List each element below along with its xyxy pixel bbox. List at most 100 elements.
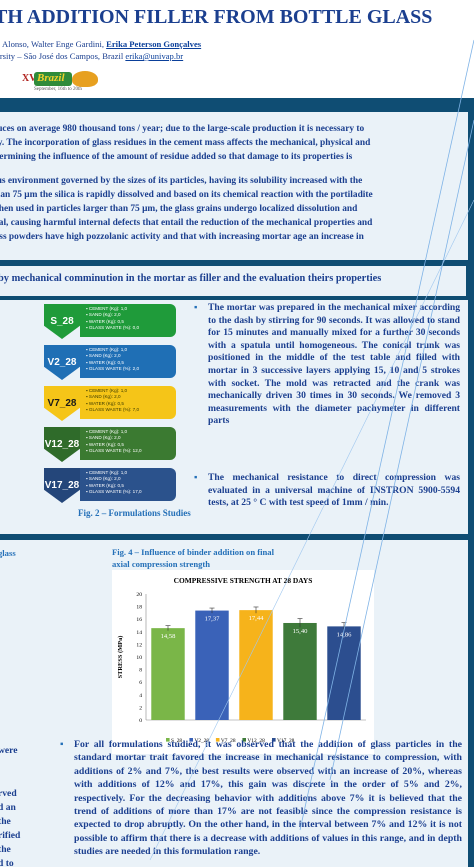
text-fragment: were: [0, 745, 18, 756]
composition-line: CEMENT (Kg): 1,0: [86, 388, 176, 394]
chart-title: COMPRESSIVE STRENGTH AT 28 DAYS: [174, 576, 313, 585]
fig3-caption-fragment: glass: [0, 548, 16, 558]
composition-line: WATER (Kg): 0,5: [86, 401, 176, 407]
author-line: o Alonso, Walter Enge Gardini, Erika Pet…: [0, 38, 201, 50]
introduction-panel: duces on average 980 thousand tons / yea…: [0, 112, 468, 260]
text-fragment: rved: [0, 788, 17, 799]
composition-line: GLASS WASTE (%): 0,0: [86, 325, 176, 331]
results-bullet: ▪ For all formulations studied, it was o…: [60, 738, 462, 859]
results-text: For all formulations studied, it was obs…: [74, 739, 462, 858]
intro-line: when used in particles larger than 75 μm…: [0, 204, 358, 214]
text-fragment: rified: [0, 830, 21, 841]
composition-line: SAND (Kg): 2,0: [86, 353, 176, 359]
formulation-label: S_28: [50, 316, 74, 327]
formulation-label: V2_28: [47, 357, 77, 368]
bar-value-label: 15,40: [293, 628, 309, 635]
composition-line: CEMENT (Kg): 1,0: [86, 429, 176, 435]
intro-line: etermining the influence of the amount o…: [0, 152, 353, 162]
composition-line: CEMENT (Kg): 1,0: [86, 470, 176, 476]
y-axis-label: STRESS (MPa): [117, 636, 124, 679]
intro-line: duces on average 980 thousand tons / yea…: [0, 124, 365, 134]
formulation-label: V12_28: [44, 439, 80, 450]
author-block: o Alonso, Walter Enge Gardini, Erika Pet…: [0, 38, 201, 62]
logo-roman-numeral: XVII: [22, 73, 44, 84]
formulation-item: V2_28CEMENT (Kg): 1,0SAND (Kg): 2,0WATER…: [44, 345, 176, 380]
fig2-caption: Fig. 2 – Formulations Studies: [78, 508, 191, 518]
formulation-composition: CEMENT (Kg): 1,0SAND (Kg): 2,0WATER (Kg)…: [80, 427, 176, 460]
bar: [195, 610, 229, 720]
bullet-icon: ▪: [194, 302, 198, 313]
intro-line: lass powders have high pozzolanic activi…: [0, 232, 364, 242]
intro-line: ous environment governed by the sizes of…: [0, 176, 363, 186]
bar-value-label: 14,58: [161, 633, 177, 640]
logo-date: September, 16th to 20th: [34, 87, 82, 92]
composition-line: WATER (Kg): 0,5: [86, 483, 176, 489]
composition-line: GLASS WASTE (%): 2,0: [86, 366, 176, 372]
affiliation-line: ersity – São José dos Campos, Brazil eri…: [0, 50, 201, 62]
bullet-icon: ▪: [60, 739, 64, 750]
bar: [283, 622, 317, 720]
composition-line: WATER (Kg): 0,5: [86, 442, 176, 448]
formulation-label: V7_28: [47, 398, 77, 409]
bar-value-label: 17,44: [249, 615, 265, 622]
y-tick-label: 2: [139, 705, 142, 711]
composition-line: CEMENT (Kg): 1,0: [86, 347, 176, 353]
formulation-composition: CEMENT (Kg): 1,0SAND (Kg): 2,0WATER (Kg)…: [80, 304, 176, 337]
composition-line: SAND (Kg): 2,0: [86, 312, 176, 318]
formulation-composition: CEMENT (Kg): 1,0SAND (Kg): 2,0WATER (Kg)…: [80, 386, 176, 419]
y-tick-label: 18: [136, 605, 142, 611]
bullet-icon: ▪: [194, 472, 198, 483]
authors-text: o Alonso, Walter Enge Gardini,: [0, 39, 107, 49]
composition-line: SAND (Kg): 2,0: [86, 394, 176, 400]
method-text-1: The mortar was prepared in the mechanica…: [208, 302, 460, 427]
intro-line: rial, causing harmful internal defects t…: [0, 218, 373, 228]
introduction-text: duces on average 980 thousand tons / yea…: [0, 122, 462, 244]
composition-line: GLASS WASTE (%): 12,0: [86, 448, 176, 454]
method-text-2: The mechanical resistance to direct comp…: [208, 472, 460, 509]
formulation-item: V12_28CEMENT (Kg): 1,0SAND (Kg): 2,0WATE…: [44, 427, 176, 462]
method-bullet-1: ▪ The mortar was prepared in the mechani…: [194, 302, 460, 428]
bar: [239, 610, 273, 720]
methodology-panel: S_28CEMENT (Kg): 1,0SAND (Kg): 2,0WATER …: [0, 300, 468, 534]
text-fragment: the: [0, 816, 11, 827]
y-tick-label: 14: [136, 630, 142, 636]
logo-badge-text: Brazil: [37, 72, 65, 84]
method-bullet-2: ▪ The mechanical resistance to direct co…: [194, 472, 460, 510]
poster-header: TH ADDITION FILLER FROM BOTTLE GLASS o A…: [0, 0, 474, 98]
compressive-strength-chart: COMPRESSIVE STRENGTH AT 28 DAYS 0 2 4 6 8 10 12…: [112, 570, 374, 754]
formulation-composition: CEMENT (Kg): 1,0SAND (Kg): 2,0WATER (Kg)…: [80, 345, 176, 378]
logo-badge: Brazil: [34, 72, 72, 86]
y-tick-label: 20: [136, 592, 142, 598]
chart-svg: COMPRESSIVE STRENGTH AT 28 DAYS 0 2 4 6 8 10 12…: [117, 576, 366, 744]
formulation-composition: CEMENT (Kg): 1,0SAND (Kg): 2,0WATER (Kg)…: [80, 468, 176, 501]
results-panel: glass Fig. 4 – Influence of binder addit…: [0, 540, 468, 867]
objective-panel: by mechanical comminution in the mortar …: [0, 266, 466, 296]
y-tick-label: 8: [139, 668, 142, 674]
conference-logo: XVII Brazil September, 16th to 20th: [22, 70, 106, 96]
text-fragment: the: [0, 844, 11, 855]
composition-line: WATER (Kg): 0,5: [86, 319, 176, 325]
fig4-caption: Fig. 4 – Influence of binder addition on…: [112, 547, 274, 569]
composition-line: WATER (Kg): 0,5: [86, 360, 176, 366]
intro-line: than 75 μm the silica is rapidly dissolv…: [0, 190, 373, 200]
bar: [151, 628, 185, 720]
y-tick-label: 16: [136, 617, 142, 623]
text-fragment: d to: [0, 858, 14, 867]
formulation-item: V7_28CEMENT (Kg): 1,0SAND (Kg): 2,0WATER…: [44, 386, 176, 421]
composition-line: SAND (Kg): 2,0: [86, 476, 176, 482]
objective-text: by mechanical comminution in the mortar …: [0, 273, 382, 284]
y-tick-label: 10: [136, 655, 142, 661]
bar-value-label: 17,37: [205, 616, 221, 623]
author-highlight: Erika Peterson Gonçalves: [106, 39, 202, 49]
y-tick-label: 12: [136, 642, 142, 648]
logo-sun-icon: [72, 71, 98, 87]
formulation-label: V17_28: [44, 480, 80, 491]
y-tick-label: 0: [139, 718, 142, 724]
composition-line: GLASS WASTE (%): 7,0: [86, 407, 176, 413]
bar: [327, 626, 361, 720]
text-fragment: d an: [0, 802, 16, 813]
email-link[interactable]: erika@univap.br: [125, 51, 184, 61]
bar-value-label: 14,86: [337, 631, 353, 638]
intro-line: ity. The incorporation of glass residues…: [0, 138, 371, 148]
affiliation-text: ersity – São José dos Campos, Brazil: [0, 51, 126, 61]
